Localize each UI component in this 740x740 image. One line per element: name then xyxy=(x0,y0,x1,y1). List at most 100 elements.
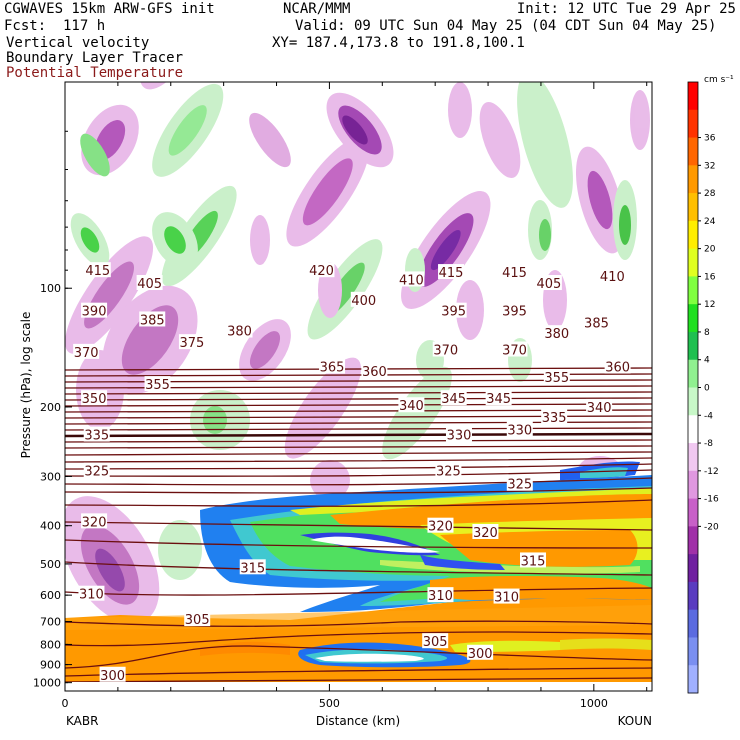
theta-label: 325 xyxy=(84,465,109,480)
y-tick-label: 900 xyxy=(40,659,61,672)
colorbar-swatch xyxy=(688,609,698,638)
colorbar-swatch xyxy=(688,276,698,305)
colorbar-swatch xyxy=(688,359,698,388)
theta-label-box xyxy=(308,262,335,278)
colorbar-label: 4 xyxy=(704,356,710,366)
colorbar-label: -12 xyxy=(704,467,719,477)
theta-label-box xyxy=(398,397,425,413)
theta-label: 395 xyxy=(441,305,466,320)
theta-label-box xyxy=(81,390,108,406)
colorbar-swatch xyxy=(688,193,698,222)
theta-label: 385 xyxy=(584,316,609,331)
y-tick-label: 200 xyxy=(40,401,61,414)
plot-frame xyxy=(64,81,653,692)
theta-label-box xyxy=(136,275,163,291)
theta-label-box xyxy=(350,291,377,307)
y-axis-title: Pressure (hPa), log scale xyxy=(19,312,33,459)
colorbar-swatch xyxy=(688,387,698,416)
x-axis: 0 500 1000 xyxy=(62,82,648,710)
theta-label: 320 xyxy=(82,515,107,530)
theta-label-box xyxy=(501,264,528,280)
colorbar-swatch xyxy=(688,581,698,611)
theta-label-box xyxy=(440,302,467,318)
theta-label: 345 xyxy=(486,392,511,407)
theta-label-box xyxy=(543,325,570,341)
theta-label: 405 xyxy=(137,277,162,292)
colorbar-label: 28 xyxy=(704,189,716,199)
colorbar: 36 32 28 24 20 16 12 8 4 0 -4 -8 -12 -16 -20 xyxy=(687,81,719,694)
theta-label: 365 xyxy=(320,361,345,376)
colorbar-label: 32 xyxy=(704,161,715,171)
colorbar-label: 16 xyxy=(704,272,716,282)
theta-label: 380 xyxy=(227,325,252,340)
theta-label: 370 xyxy=(74,346,99,361)
theta-label: 375 xyxy=(180,336,205,351)
y-tick-label: 1000 xyxy=(33,677,61,690)
theta-label-box xyxy=(239,559,266,575)
theta-label-box xyxy=(493,588,520,604)
colorbar-label: 12 xyxy=(704,300,715,310)
theta-label-box xyxy=(73,343,100,359)
theta-label: 305 xyxy=(185,613,210,628)
colorbar-swatch xyxy=(688,109,698,139)
theta-label-box xyxy=(501,302,528,318)
init-time: Init: 12 UTC Tue 29 Apr 25 xyxy=(516,1,736,17)
colorbar-swatch xyxy=(688,470,698,500)
potential-temperature-contours xyxy=(65,367,652,683)
theta-label-box xyxy=(361,362,388,378)
theta-label: 310 xyxy=(79,588,104,603)
theta-label-box xyxy=(445,426,472,442)
theta-label-box xyxy=(78,585,105,601)
field-vertical-velocity: Vertical velocity xyxy=(6,35,150,51)
theta-label: 400 xyxy=(351,294,376,309)
theta-label: 345 xyxy=(441,392,466,407)
colorbar-label: 0 xyxy=(704,384,710,394)
theta-label: 405 xyxy=(536,277,561,292)
theta-label-box xyxy=(543,369,570,385)
theta-label-box xyxy=(467,644,494,660)
theta-label-box xyxy=(485,390,512,406)
colorbar-label: 8 xyxy=(704,328,710,338)
colorbar-swatch xyxy=(688,304,698,333)
valid-time: Valid: 09 UTC Sun 04 May 25 (04 CDT Sun … xyxy=(295,18,717,34)
theta-label: 395 xyxy=(502,305,527,320)
theta-label-box xyxy=(184,611,211,627)
theta-label: 420 xyxy=(309,264,334,279)
theta-label-box xyxy=(472,523,499,539)
theta-label: 415 xyxy=(502,266,527,281)
colorbar-label: 24 xyxy=(704,217,716,227)
theta-label: 335 xyxy=(84,429,109,444)
y-tick-label: 500 xyxy=(40,558,61,571)
theta-label: 325 xyxy=(436,465,461,480)
colorbar-swatch xyxy=(688,498,698,527)
colorbar-label: -16 xyxy=(704,495,719,505)
colorbar-label: -8 xyxy=(704,439,713,449)
theta-label: 360 xyxy=(362,365,387,380)
theta-label-box xyxy=(99,666,126,682)
theta-label: 310 xyxy=(494,591,519,606)
theta-label-box xyxy=(599,267,626,283)
theta-label: 305 xyxy=(423,635,448,650)
theta-label-box xyxy=(226,322,253,338)
theta-label-box xyxy=(583,314,610,330)
theta-label: 315 xyxy=(521,554,546,569)
colorbar-swatch xyxy=(688,554,698,583)
theta-label: 315 xyxy=(240,561,265,576)
field-boundary-layer-tracer: Boundary Layer Tracer xyxy=(6,50,184,66)
theta-label-box xyxy=(520,552,547,568)
theta-label-box xyxy=(319,358,346,374)
theta-label: 325 xyxy=(507,478,532,493)
x-tick-label: 1000 xyxy=(580,697,608,710)
y-tick-label: 400 xyxy=(40,520,61,533)
theta-label-box xyxy=(501,341,528,357)
theta-label: 370 xyxy=(502,343,527,358)
theta-label: 390 xyxy=(82,305,107,320)
y-tick-label: 800 xyxy=(40,638,61,651)
theta-label-box xyxy=(432,341,459,357)
colorbar-swatch xyxy=(688,137,698,166)
theta-label-box xyxy=(506,475,533,491)
theta-label-box xyxy=(506,421,533,437)
colorbar-swatch xyxy=(688,248,698,277)
colorbar-label: -4 xyxy=(704,411,713,421)
theta-label-box xyxy=(81,302,108,318)
